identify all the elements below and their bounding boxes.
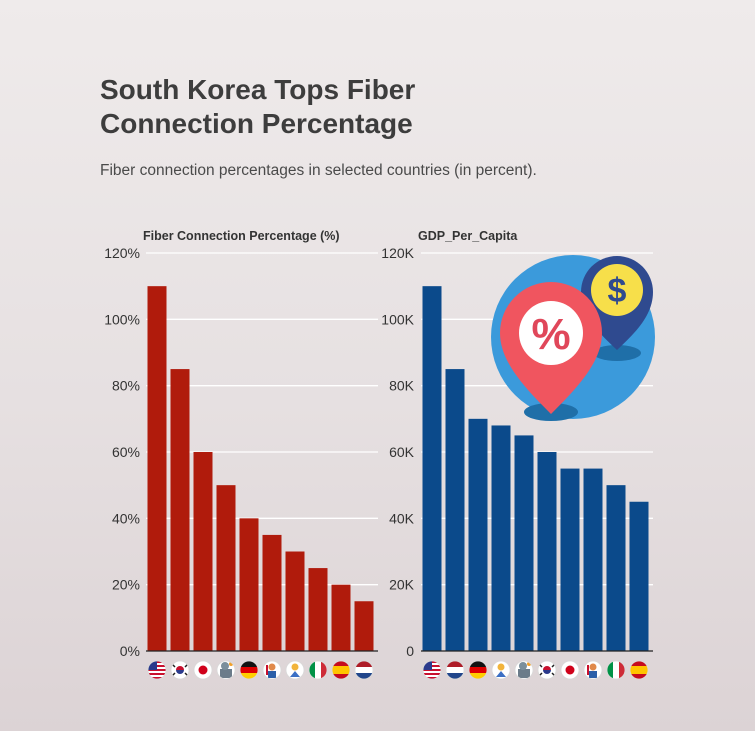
y-tick-label: 0 bbox=[406, 643, 414, 659]
bar bbox=[422, 286, 442, 651]
flag-jp-icon bbox=[193, 660, 213, 680]
y-tick-label: 100% bbox=[104, 311, 140, 327]
bar bbox=[262, 534, 282, 651]
y-tick-label: 20% bbox=[112, 577, 140, 593]
flag-de-icon bbox=[239, 660, 259, 680]
percent-dollar-location-pins-icon: $ % bbox=[491, 255, 655, 421]
flag-us-icon bbox=[147, 660, 167, 680]
bar bbox=[331, 584, 351, 651]
panel-title: GDP_Per_Capita bbox=[418, 229, 518, 243]
bar bbox=[308, 568, 328, 651]
bar bbox=[629, 501, 649, 651]
bar bbox=[491, 425, 511, 651]
y-tick-label: 60% bbox=[112, 444, 140, 460]
bar bbox=[583, 468, 603, 651]
bar bbox=[193, 452, 213, 651]
chart-subtitle: Fiber connection percentages in selected… bbox=[100, 162, 537, 179]
flag-nl-icon bbox=[445, 660, 465, 680]
bar bbox=[445, 369, 465, 651]
flag-it-icon bbox=[606, 660, 626, 680]
flag-es-icon bbox=[629, 660, 649, 680]
bar bbox=[285, 551, 305, 651]
bar bbox=[514, 435, 534, 651]
flag-nl-icon bbox=[354, 660, 374, 680]
bar bbox=[354, 601, 374, 651]
flag-fi-icon bbox=[285, 660, 305, 680]
gdp-per-capita-panel: GDP_Per_Capita 0 20K 40K 60K 80K 100K 120K bbox=[381, 229, 653, 680]
y-tick-label: 20K bbox=[389, 577, 415, 593]
flag-es-icon bbox=[331, 660, 351, 680]
panel-title: Fiber Connection Percentage (%) bbox=[143, 229, 340, 243]
fiber-percentage-panel: Fiber Connection Percentage (%) 0% 20% 40% 6… bbox=[104, 229, 378, 680]
flag-us-icon bbox=[422, 660, 442, 680]
flag-de-icon bbox=[468, 660, 488, 680]
flag-se-icon bbox=[216, 660, 236, 680]
y-tick-label: 60K bbox=[389, 444, 415, 460]
bar bbox=[147, 286, 167, 651]
bar bbox=[560, 468, 580, 651]
flag-it-icon bbox=[308, 660, 328, 680]
flag-no-icon bbox=[583, 660, 603, 680]
y-tick-label: 80% bbox=[112, 378, 140, 394]
bar bbox=[606, 485, 626, 651]
y-tick-label: 40K bbox=[389, 510, 415, 526]
chart-title: South Korea Tops Fiber Connection Percen… bbox=[100, 74, 416, 139]
flag-kr-icon bbox=[170, 660, 190, 680]
flag-no-icon bbox=[262, 660, 282, 680]
y-tick-label: 40% bbox=[112, 510, 140, 526]
dollar-symbol: $ bbox=[608, 272, 627, 310]
y-tick-label: 120% bbox=[104, 245, 140, 261]
bar bbox=[239, 518, 259, 651]
percent-symbol: % bbox=[531, 310, 570, 359]
y-tick-label: 120K bbox=[381, 245, 414, 261]
flag-jp-icon bbox=[560, 660, 580, 680]
y-tick-label: 0% bbox=[120, 643, 140, 659]
flag-fi-icon bbox=[491, 660, 511, 680]
bar bbox=[170, 369, 190, 651]
bar bbox=[468, 418, 488, 651]
y-tick-label: 80K bbox=[389, 378, 415, 394]
bar bbox=[216, 485, 236, 651]
flag-se-icon bbox=[514, 660, 534, 680]
bar bbox=[537, 452, 557, 651]
y-tick-label: 100K bbox=[381, 311, 414, 327]
flag-kr-icon bbox=[537, 660, 557, 680]
